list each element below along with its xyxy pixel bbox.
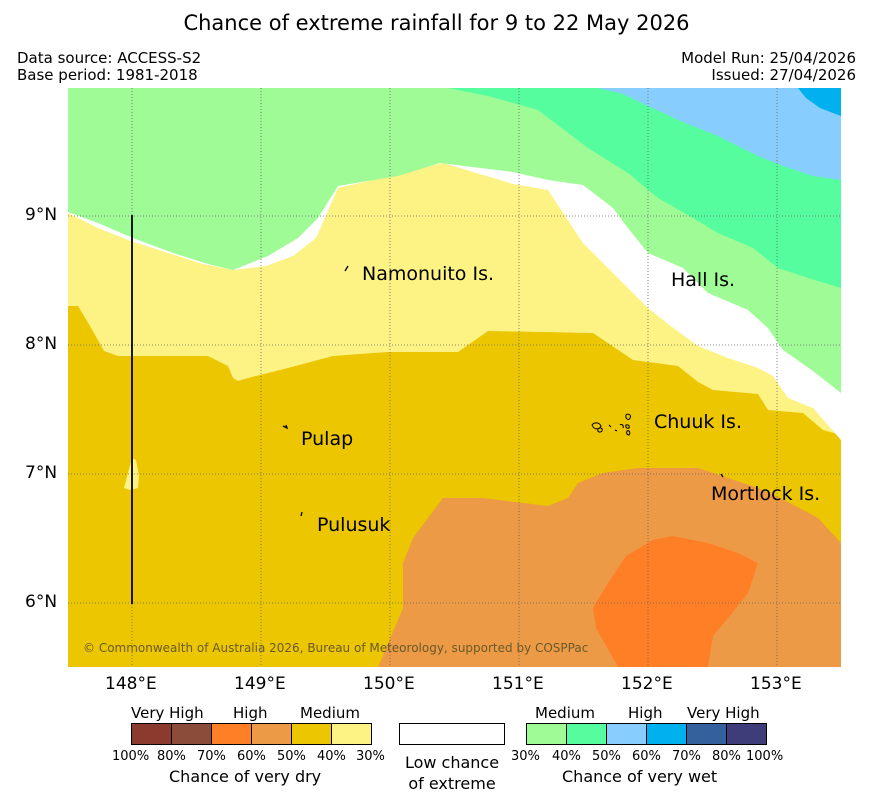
legend-dry-swatch-40-30 <box>331 723 372 745</box>
lon-label-153e: 153°E <box>750 674 802 694</box>
lon-label-150e: 150°E <box>363 674 415 694</box>
place-pulusuk: Pulusuk <box>317 514 391 536</box>
legend-dry-heading-high: High <box>233 704 268 722</box>
map-title: Chance of extreme rainfall for 9 to 22 M… <box>183 11 690 35</box>
legend-neutral-caption-line2: of extreme <box>408 774 496 793</box>
legend-dry-pct-80: 80% <box>157 749 186 764</box>
chuuk-islands-shape <box>591 413 631 436</box>
legend-dry-swatch-60-50 <box>251 723 292 745</box>
legend-wet-caption: Chance of very wet <box>562 767 718 786</box>
legend-wet-swatch-60-70 <box>646 723 687 745</box>
namonuito-island-shape <box>344 265 349 272</box>
legend-dry-pct-40: 40% <box>317 749 346 764</box>
legend-wet-pct-50: 50% <box>592 749 621 764</box>
lat-label-9n: 9°N <box>25 205 58 225</box>
legend-dry-swatch-80-70 <box>171 723 212 745</box>
gridlines <box>68 88 841 667</box>
legend-neutral-swatch <box>399 723 505 745</box>
lat-label-6n: 6°N <box>25 592 58 612</box>
place-pulap: Pulap <box>301 428 354 450</box>
legend-wet-heading-medium: Medium <box>535 704 595 722</box>
wet-veryhigh-region <box>798 88 841 116</box>
lat-label-7n: 7°N <box>25 463 58 483</box>
legend-wet-swatch-70-80 <box>686 723 727 745</box>
legend-wet-swatch-30-40 <box>526 723 567 745</box>
legend-wet-pct-70: 70% <box>672 749 701 764</box>
base-period: Base period: 1981-2018 <box>17 66 198 84</box>
legend-wet-swatch-80-100 <box>726 723 767 745</box>
legend-wet-heading-very-high: Very High <box>687 704 760 722</box>
legend-neutral-caption-line1: Low chance <box>404 753 500 772</box>
place-hall: Hall Is. <box>671 269 736 291</box>
place-mortlock: Mortlock Is. <box>711 483 821 505</box>
issued-date: Issued: 27/04/2026 <box>711 66 856 84</box>
legend-wet-pct-60: 60% <box>632 749 661 764</box>
wet-higher-region <box>598 88 841 180</box>
pulap-island-shape <box>282 424 289 430</box>
legend-wet-heading-high: High <box>628 704 663 722</box>
place-chuuk: Chuuk Is. <box>654 411 742 433</box>
legend-wet-swatch-40-50 <box>566 723 607 745</box>
legend-dry-pct-70: 70% <box>197 749 226 764</box>
legend-dry-pct-50: 50% <box>277 749 306 764</box>
copyright-notice: © Commonwealth of Australia 2026, Bureau… <box>83 641 589 655</box>
legend-dry-caption: Chance of very dry <box>169 767 322 786</box>
place-namonuito: Namonuito Is. <box>362 263 495 285</box>
lon-label-148e: 148°E <box>105 674 157 694</box>
legend-dry-heading-medium: Medium <box>300 704 360 722</box>
lon-label-152e: 152°E <box>621 674 673 694</box>
model-run: Model Run: 25/04/2026 <box>681 49 856 67</box>
legend-dry-pct-100: 100% <box>112 749 150 764</box>
legend-wet-pct-30: 30% <box>511 749 540 764</box>
legend-wet-pct-40: 40% <box>552 749 581 764</box>
legend-dry-pct-30: 30% <box>356 749 385 764</box>
legend-wet-swatch-50-60 <box>606 723 647 745</box>
legend-dry-swatch-70-60 <box>211 723 252 745</box>
legend-wet-pct-80: 80% <box>712 749 741 764</box>
legend-dry-pct-60: 60% <box>237 749 266 764</box>
legend-dry-heading-very-high: Very High <box>131 704 204 722</box>
legend-wet-pct-100: 100% <box>746 749 784 764</box>
lon-label-151e: 151°E <box>492 674 544 694</box>
data-source: Data source: ACCESS-S2 <box>17 49 202 67</box>
dry-higher-region <box>593 536 758 667</box>
legend-dry-swatch-50-40 <box>291 723 332 745</box>
lat-label-8n: 8°N <box>25 334 58 354</box>
mortlock-island-shape <box>720 473 724 478</box>
legend-dry-swatch-100-80 <box>131 723 172 745</box>
pulusuk-island-shape <box>300 511 303 517</box>
lon-label-149e: 149°E <box>234 674 286 694</box>
rainfall-map <box>68 88 841 667</box>
